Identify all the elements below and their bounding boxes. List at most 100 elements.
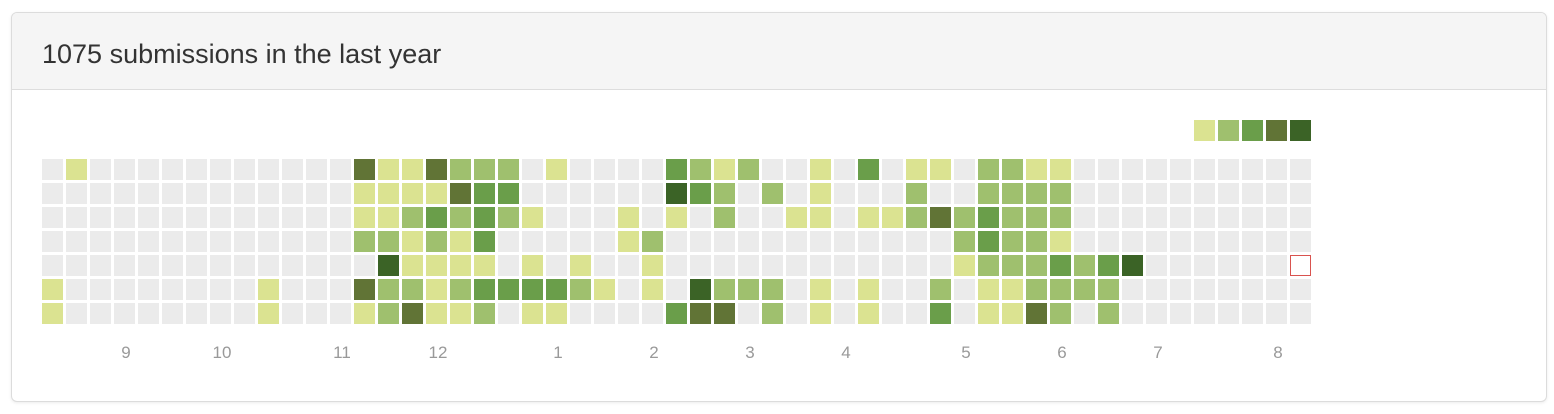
calendar-day[interactable] (378, 279, 399, 300)
calendar-day[interactable] (1122, 207, 1143, 228)
calendar-day[interactable] (402, 207, 423, 228)
calendar-day[interactable] (1026, 231, 1047, 252)
calendar-day[interactable] (138, 207, 159, 228)
calendar-day[interactable] (618, 255, 639, 276)
calendar-day[interactable] (882, 279, 903, 300)
calendar-day[interactable] (978, 303, 999, 324)
calendar-day[interactable] (1026, 255, 1047, 276)
calendar-day[interactable] (498, 303, 519, 324)
calendar-day[interactable] (1026, 303, 1047, 324)
calendar-day[interactable] (618, 231, 639, 252)
calendar-day[interactable] (762, 303, 783, 324)
calendar-day[interactable] (1266, 303, 1287, 324)
calendar-day[interactable] (1050, 159, 1071, 180)
calendar-day[interactable] (594, 279, 615, 300)
calendar-day[interactable] (1050, 183, 1071, 204)
calendar-day[interactable] (522, 159, 543, 180)
calendar-day[interactable] (234, 231, 255, 252)
calendar-day[interactable] (234, 183, 255, 204)
calendar-day[interactable] (378, 183, 399, 204)
calendar-day[interactable] (42, 303, 63, 324)
calendar-day[interactable] (1074, 183, 1095, 204)
calendar-day[interactable] (1074, 255, 1095, 276)
calendar-day[interactable] (690, 255, 711, 276)
calendar-day[interactable] (714, 303, 735, 324)
calendar-day[interactable] (210, 183, 231, 204)
calendar-day[interactable] (234, 279, 255, 300)
calendar-day[interactable] (1146, 231, 1167, 252)
calendar-day[interactable] (1242, 255, 1263, 276)
calendar-day[interactable] (450, 207, 471, 228)
calendar-day[interactable] (978, 279, 999, 300)
calendar-day[interactable] (738, 279, 759, 300)
calendar-day[interactable] (1266, 159, 1287, 180)
calendar-day[interactable] (210, 159, 231, 180)
calendar-day[interactable] (738, 159, 759, 180)
calendar-day[interactable] (210, 279, 231, 300)
calendar-day[interactable] (570, 159, 591, 180)
calendar-day[interactable] (402, 231, 423, 252)
calendar-day[interactable] (234, 303, 255, 324)
calendar-day[interactable] (234, 255, 255, 276)
calendar-day[interactable] (306, 303, 327, 324)
calendar-day[interactable] (618, 207, 639, 228)
calendar-day[interactable] (762, 255, 783, 276)
calendar-day[interactable] (690, 183, 711, 204)
calendar-day[interactable] (930, 231, 951, 252)
calendar-day[interactable] (786, 279, 807, 300)
calendar-day[interactable] (714, 231, 735, 252)
calendar-day[interactable] (522, 183, 543, 204)
calendar-day[interactable] (474, 183, 495, 204)
calendar-day[interactable] (90, 303, 111, 324)
calendar-day[interactable] (402, 279, 423, 300)
calendar-day[interactable] (810, 279, 831, 300)
calendar-day[interactable] (1194, 159, 1215, 180)
calendar-day[interactable] (858, 231, 879, 252)
calendar-day[interactable] (354, 159, 375, 180)
calendar-day[interactable] (450, 159, 471, 180)
calendar-day[interactable] (882, 255, 903, 276)
calendar-day[interactable] (1122, 303, 1143, 324)
calendar-day[interactable] (810, 255, 831, 276)
calendar-day[interactable] (258, 207, 279, 228)
calendar-day[interactable] (426, 255, 447, 276)
calendar-day[interactable] (282, 231, 303, 252)
calendar-day[interactable] (858, 279, 879, 300)
calendar-day[interactable] (138, 255, 159, 276)
calendar-day[interactable] (114, 159, 135, 180)
calendar-day[interactable] (834, 303, 855, 324)
calendar-day[interactable] (642, 159, 663, 180)
calendar-day[interactable] (1098, 279, 1119, 300)
calendar-day[interactable] (1122, 159, 1143, 180)
calendar-day[interactable] (834, 231, 855, 252)
calendar-day[interactable] (594, 303, 615, 324)
calendar-day[interactable] (450, 303, 471, 324)
calendar-day[interactable] (138, 159, 159, 180)
calendar-day[interactable] (546, 303, 567, 324)
calendar-day[interactable] (1218, 183, 1239, 204)
calendar-day[interactable] (498, 231, 519, 252)
calendar-day[interactable] (738, 183, 759, 204)
calendar-day[interactable] (1218, 279, 1239, 300)
calendar-day[interactable] (354, 255, 375, 276)
calendar-day[interactable] (522, 255, 543, 276)
calendar-day[interactable] (954, 207, 975, 228)
calendar-day[interactable] (1050, 303, 1071, 324)
calendar-day[interactable] (762, 183, 783, 204)
calendar-day[interactable] (786, 159, 807, 180)
calendar-day[interactable] (810, 303, 831, 324)
calendar-day[interactable] (810, 159, 831, 180)
calendar-day[interactable] (162, 207, 183, 228)
calendar-day[interactable] (738, 207, 759, 228)
calendar-day[interactable] (786, 255, 807, 276)
calendar-day[interactable] (786, 303, 807, 324)
calendar-day[interactable] (1026, 207, 1047, 228)
calendar-day[interactable] (1290, 279, 1311, 300)
calendar-day[interactable] (426, 303, 447, 324)
calendar-day[interactable] (330, 303, 351, 324)
calendar-day[interactable] (186, 231, 207, 252)
calendar-day[interactable] (402, 183, 423, 204)
calendar-day[interactable] (666, 183, 687, 204)
calendar-day[interactable] (1026, 279, 1047, 300)
calendar-day[interactable] (1266, 207, 1287, 228)
